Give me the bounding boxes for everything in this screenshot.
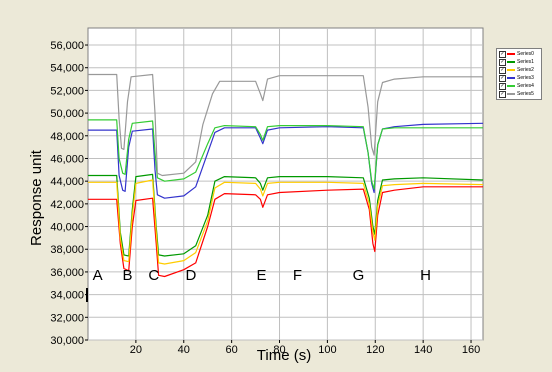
x-tick-label: 40 (178, 344, 190, 356)
legend-item-series3[interactable]: ✓ Series3 (499, 74, 540, 82)
y-tick-label: 36,000 (50, 267, 84, 279)
y-axis-left-marker (86, 288, 88, 302)
legend-label: Series1 (517, 59, 534, 65)
x-tick-label: 80 (273, 344, 285, 356)
x-tick-label: 60 (226, 344, 238, 356)
legend-item-series0[interactable]: ✓ Series0 (499, 50, 540, 58)
series-line-series0 (88, 186, 483, 278)
y-tick-label: 34,000 (50, 290, 84, 302)
legend-swatch (507, 77, 515, 79)
legend[interactable]: ✓ Series0 ✓ Series1 ✓ Series2 ✓ Series3 ✓ Series4… (496, 48, 542, 100)
phase-label-f: F (293, 267, 302, 284)
y-tick-label: 56,000 (50, 40, 84, 52)
legend-item-series2[interactable]: ✓ Series2 (499, 66, 540, 74)
phase-label-e: E (257, 267, 267, 284)
x-axis-ticks: 20 40 60 80 100 120 140 160 (130, 340, 480, 356)
y-tick-label: 52,000 (50, 85, 84, 97)
y-axis-title: Response unit (28, 149, 45, 246)
legend-label: Series2 (517, 67, 534, 73)
legend-checkbox[interactable]: ✓ (499, 82, 506, 90)
y-tick-label: 48,000 (50, 131, 84, 143)
legend-checkbox[interactable]: ✓ (499, 90, 506, 98)
x-tick-label: 160 (462, 344, 480, 356)
legend-item-series5[interactable]: ✓ Series5 (499, 90, 540, 98)
x-tick-label: 20 (130, 344, 142, 356)
x-axis-title: Time (s) (257, 347, 311, 364)
legend-swatch (507, 93, 515, 95)
y-tick-label: 38,000 (50, 244, 84, 256)
phase-label-d: D (186, 267, 197, 284)
y-tick-label: 50,000 (50, 108, 84, 120)
series-line-series2 (88, 179, 484, 265)
x-tick-label: 100 (318, 344, 336, 356)
legend-item-series4[interactable]: ✓ Series4 (499, 82, 540, 90)
x-tick-label: 120 (366, 344, 384, 356)
series-lines (88, 73, 484, 278)
phase-label-g: G (353, 267, 365, 284)
legend-checkbox[interactable]: ✓ (499, 74, 506, 82)
legend-swatch (507, 85, 515, 87)
y-axis-ticks: 30,000 32,000 34,000 36,000 38,000 40,000 42,0… (50, 40, 88, 347)
series-line-series4 (88, 119, 483, 190)
legend-checkbox[interactable]: ✓ (499, 58, 506, 66)
legend-swatch (507, 61, 515, 63)
legend-checkbox[interactable]: ✓ (499, 50, 506, 58)
legend-label: Series3 (517, 75, 534, 81)
y-tick-label: 54,000 (50, 63, 84, 75)
y-tick-label: 40,000 (50, 222, 84, 234)
y-tick-label: 32,000 (50, 312, 84, 324)
phase-label-c: C (148, 267, 159, 284)
phase-label-b: B (122, 267, 132, 284)
legend-checkbox[interactable]: ✓ (499, 66, 506, 74)
phase-label-a: A (93, 267, 103, 284)
legend-item-series1[interactable]: ✓ Series1 (499, 58, 540, 66)
legend-label: Series4 (517, 83, 534, 89)
legend-label: Series5 (517, 91, 534, 97)
legend-swatch (507, 69, 515, 71)
y-tick-label: 46,000 (50, 153, 84, 165)
phase-label-h: H (420, 267, 431, 284)
y-tick-label: 30,000 (50, 335, 84, 347)
legend-label: Series0 (517, 51, 534, 57)
series-line-series3 (88, 122, 484, 199)
y-tick-label: 42,000 (50, 199, 84, 211)
y-tick-label: 44,000 (50, 176, 84, 188)
series-line-series5 (88, 73, 483, 177)
x-tick-label: 140 (414, 344, 432, 356)
legend-swatch (507, 53, 515, 55)
